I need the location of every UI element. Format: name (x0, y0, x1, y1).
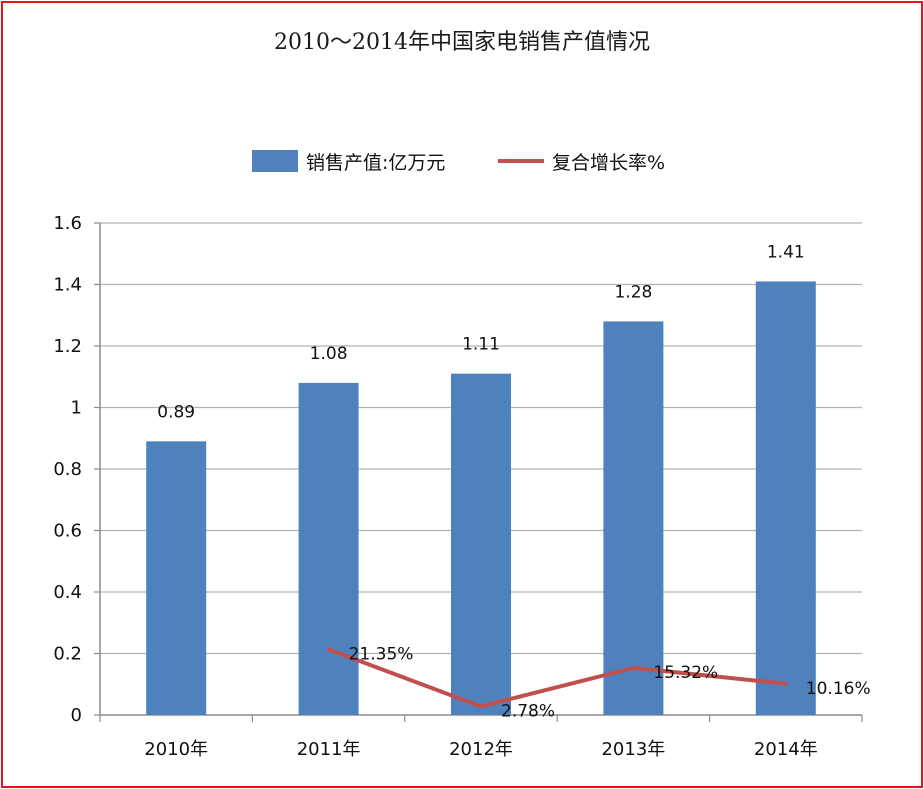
bar (603, 321, 664, 715)
data-labels: 0.89 1.08 1.11 1.28 1.41 21.35% 2.78% 15.32% 10.… (157, 242, 870, 721)
line-point (479, 704, 483, 709)
legend-swatch-line (498, 159, 544, 163)
legend-label-line: 复合增长率% (552, 151, 666, 174)
line-point (783, 681, 788, 686)
y-tick-label: 0 (71, 705, 82, 726)
line-value-label: 21.35% (349, 644, 414, 664)
x-tick-label: 2012年 (449, 739, 513, 760)
y-tick-label: 1.6 (53, 213, 82, 234)
bar-series (146, 281, 816, 715)
line-point (631, 665, 636, 670)
bar (298, 382, 359, 715)
bar (146, 441, 207, 715)
legend-label-bar: 销售产值:亿万元 (306, 151, 446, 174)
line-value-label: 2.78% (501, 701, 555, 721)
growth-rate-line (327, 647, 787, 709)
legend-swatch-bar (252, 150, 298, 172)
bar-value-label: 0.89 (157, 402, 195, 422)
line-point (326, 647, 331, 652)
axes: 0 0.2 0.4 0.6 0.8 1 1.2 1.4 1.6 2010年 2011年 2012年 20… (53, 213, 863, 760)
y-tick-label: 0.4 (53, 582, 82, 603)
chart-legend: 销售产值:亿万元 复合增长率% (0, 146, 924, 176)
y-tick-label: 1.4 (53, 275, 82, 296)
bar-value-label: 1.41 (767, 242, 805, 262)
line-value-label: 15.32% (653, 663, 718, 683)
x-tick-label: 2014年 (754, 739, 818, 760)
y-tick-label: 0.6 (53, 521, 82, 542)
chart-title: 2010～2014年中国家电销售产值情况 (274, 30, 650, 55)
x-tick-label: 2010年 (144, 739, 208, 760)
bar (755, 281, 816, 715)
bar-value-label: 1.11 (462, 335, 500, 355)
y-tick-label: 1.2 (53, 336, 82, 357)
legend-item-bar: 销售产值:亿万元 (252, 146, 445, 176)
y-tick-label: 1 (71, 398, 82, 419)
line-value-label: 10.16% (806, 679, 871, 699)
bar-value-label: 1.08 (310, 344, 348, 364)
y-tick-label: 0.2 (53, 644, 82, 665)
bar-value-label: 1.28 (614, 282, 652, 302)
line-series (326, 647, 788, 709)
x-tick-label: 2011年 (297, 739, 361, 760)
y-tick-label: 0.8 (53, 459, 82, 480)
x-tick-label: 2013年 (601, 739, 665, 760)
legend-item-line: 复合增长率% (498, 146, 665, 176)
bar (451, 373, 511, 715)
